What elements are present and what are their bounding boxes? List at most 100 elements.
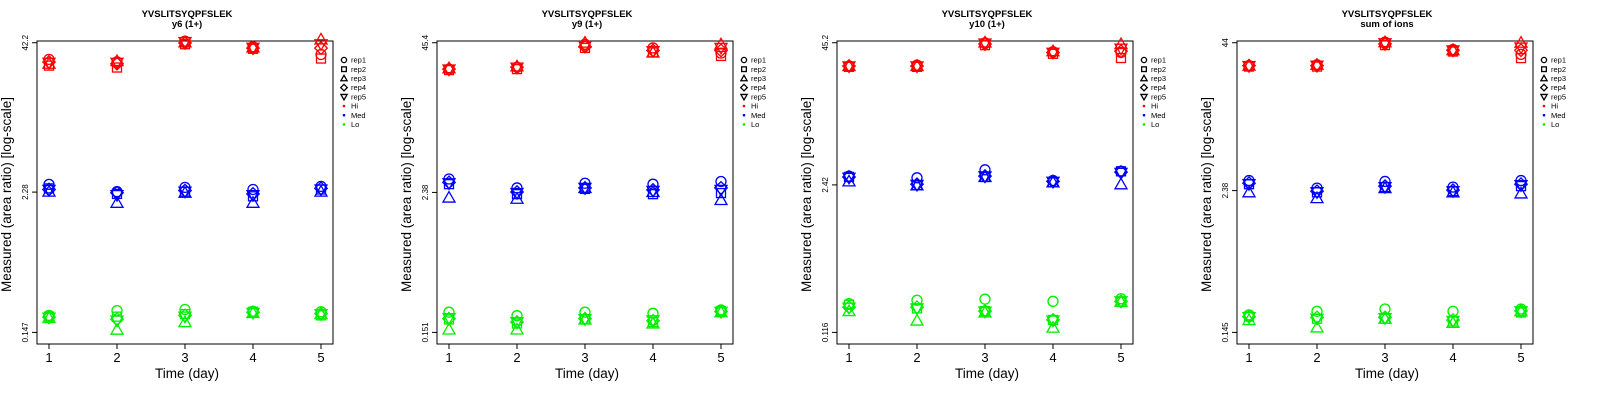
- legend-dot-hi: [742, 104, 746, 108]
- x-tick-label: 4: [1049, 350, 1056, 365]
- point-lo-rep3: [1309, 320, 1325, 333]
- point-med-rep5: [1045, 176, 1061, 190]
- point-med-rep2: [715, 187, 727, 199]
- legend-label: Lo: [751, 120, 759, 129]
- point-lo-rep1: [579, 306, 591, 318]
- legend-label: rep1: [1551, 56, 1566, 65]
- chart-subtitle: y6 (1+): [172, 19, 202, 30]
- x-tick-label: 5: [317, 350, 324, 365]
- chart-subtitle: sum of ions: [1360, 19, 1413, 30]
- point-hi-rep3: [1309, 57, 1325, 70]
- point-lo-rep3: [177, 314, 193, 328]
- x-tick-label: 1: [445, 350, 452, 365]
- point-hi-rep3: [509, 59, 525, 72]
- point-med-rep3: [441, 190, 457, 203]
- point-lo-rep1: [443, 306, 455, 318]
- legend-label: rep5: [751, 92, 766, 101]
- point-hi-rep3: [909, 58, 925, 72]
- point-lo-rep3: [313, 306, 329, 320]
- point-med-rep3: [245, 195, 261, 208]
- y-axis-label: Measured (area ratio) [log-scale]: [399, 97, 414, 292]
- y-tick-label: 2.38: [1221, 182, 1230, 198]
- x-tick-label: 5: [717, 350, 724, 365]
- point-med-rep5: [245, 189, 261, 203]
- x-tick-label: 3: [1381, 350, 1388, 365]
- legend-label: Hi: [1551, 102, 1558, 111]
- point-med-rep5: [177, 186, 193, 199]
- legend-label: Lo: [1151, 120, 1159, 129]
- point-med-rep3: [713, 192, 729, 206]
- legend-dot-hi: [1142, 104, 1146, 108]
- y-tick-label: 42.2: [21, 34, 30, 50]
- chart-title: YVSLITSYQPFSLEK: [142, 9, 233, 20]
- point-lo-rep3: [645, 316, 661, 329]
- y-tick-label: 0.151: [421, 322, 430, 343]
- point-lo-rep5: [177, 311, 193, 324]
- legend-symbol-rep3: [1539, 73, 1549, 82]
- point-lo-rep5: [313, 309, 329, 322]
- point-lo-rep1: [911, 294, 923, 306]
- point-hi-rep4: [713, 43, 729, 58]
- point-lo-rep1: [511, 310, 523, 322]
- point-lo-rep3: [109, 322, 125, 335]
- point-lo-rep1: [1311, 305, 1323, 317]
- x-tick-label: 3: [181, 350, 188, 365]
- legend-dot-lo: [1542, 123, 1546, 126]
- point-lo-rep5: [1513, 306, 1529, 319]
- point-hi-rep3: [1241, 58, 1257, 71]
- x-tick-label: 5: [1117, 350, 1124, 365]
- legend-dot-med: [342, 113, 346, 117]
- legend-label: rep3: [351, 74, 366, 83]
- legend-label: rep4: [1551, 83, 1566, 92]
- x-tick-label: 2: [1313, 350, 1320, 365]
- legend-dot-hi: [1542, 104, 1546, 108]
- legend-label: rep1: [751, 56, 766, 65]
- point-lo-rep5: [1309, 313, 1325, 327]
- point-lo-rep5: [977, 306, 993, 319]
- legend-dot-med: [1542, 113, 1546, 117]
- legend-dot-lo: [1142, 123, 1146, 126]
- point-lo-rep5: [645, 315, 661, 328]
- point-hi-rep3: [841, 58, 857, 72]
- legend-symbol-rep5: [1539, 93, 1549, 102]
- legend-symbol-rep5: [339, 93, 349, 102]
- point-hi-rep5: [577, 40, 593, 54]
- chart-subtitle: y10 (1+): [969, 19, 1005, 30]
- point-hi-rep3: [245, 40, 261, 53]
- point-lo-rep5: [1113, 296, 1129, 309]
- point-lo-rep1: [111, 304, 123, 317]
- legend-symbol-rep2: [1141, 66, 1147, 73]
- point-lo-rep5: [441, 312, 457, 326]
- point-med-rep3: [1309, 190, 1325, 204]
- x-tick-label: 4: [1449, 350, 1456, 365]
- point-lo-rep3: [1513, 303, 1529, 317]
- point-hi-rep3: [441, 60, 457, 74]
- legend-symbol-rep4: [339, 83, 349, 92]
- x-axis-label: Time (day): [155, 366, 219, 381]
- point-hi-rep4: [1113, 43, 1129, 59]
- point-hi-rep4: [1513, 42, 1529, 58]
- legend-label: rep3: [1151, 74, 1166, 83]
- point-lo-rep5: [713, 306, 729, 320]
- point-med-rep5: [1513, 179, 1529, 193]
- point-hi-rep5: [1377, 38, 1393, 51]
- point-hi-rep5: [177, 36, 193, 50]
- point-med-rep1: [979, 164, 991, 176]
- point-med-rep1: [1379, 175, 1391, 188]
- y-tick-label: 44: [1221, 38, 1230, 47]
- legend-label: rep2: [751, 65, 766, 74]
- x-tick-label: 2: [513, 350, 520, 365]
- legend-label: rep4: [351, 83, 366, 92]
- point-lo-rep3: [509, 322, 525, 335]
- legend-dot-lo: [742, 123, 746, 126]
- legend-label: Hi: [351, 102, 358, 111]
- point-hi-rep5: [313, 39, 329, 52]
- legend-symbol-rep3: [339, 73, 349, 82]
- y-tick-label: 0.116: [821, 322, 830, 342]
- point-lo-rep3: [441, 322, 457, 335]
- legend-symbol-rep5: [1139, 93, 1149, 102]
- chart-title: YVSLITSYQPFSLEK: [1342, 9, 1433, 20]
